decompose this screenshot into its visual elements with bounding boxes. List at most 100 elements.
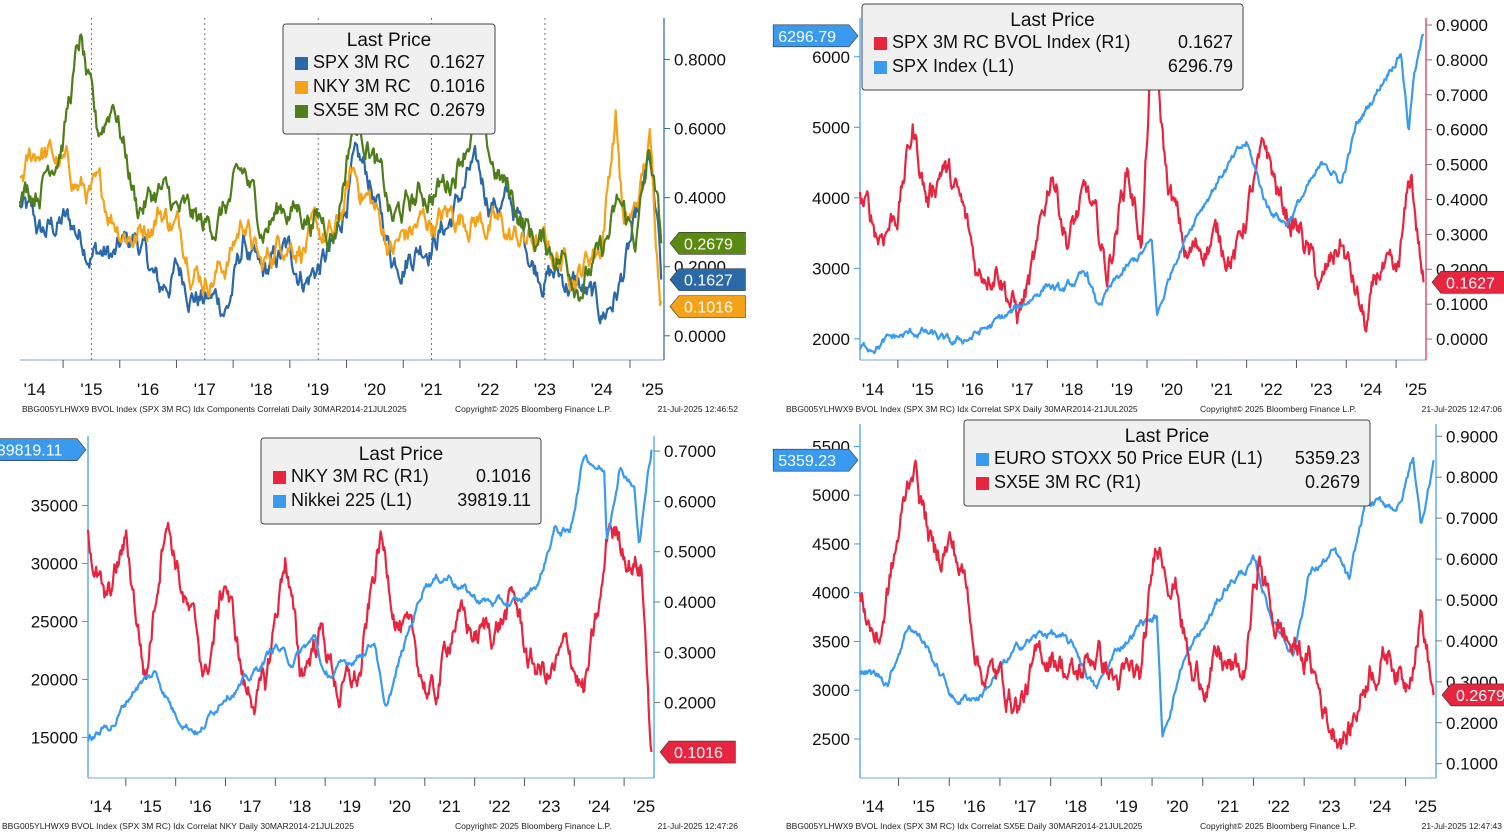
x-tick-label: '22	[1268, 797, 1290, 816]
x-tick-label: '14	[90, 797, 112, 816]
right-tick-label: 0.4000	[664, 593, 716, 612]
left-tick-label: 35000	[31, 497, 78, 516]
last-value-label: 0.1016	[684, 300, 733, 317]
right-tick-label: 0.8000	[1446, 468, 1498, 487]
last-value-label: 0.2679	[684, 236, 733, 253]
legend-swatch	[976, 453, 989, 466]
x-tick-label: '16	[962, 380, 984, 399]
y-tick-label: 0.0000	[674, 327, 726, 346]
last-value-tag: 0.2679	[669, 231, 746, 255]
left-tick-label: 20000	[31, 670, 78, 689]
right-tick-label: 0.5000	[664, 543, 716, 562]
legend-box	[963, 419, 1371, 507]
right-tick-label: 0.5000	[1436, 156, 1488, 175]
x-tick-label: '17	[1011, 380, 1033, 399]
footer-copyright: Copyright© 2025 Bloomberg Finance L.P.	[1200, 404, 1356, 414]
series-line-2	[86, 449, 653, 742]
legend-swatch	[976, 477, 989, 490]
right-tick-label: 0.6000	[1436, 121, 1488, 140]
x-tick-label: '19	[339, 797, 361, 816]
x-tick-label: '22	[477, 380, 499, 399]
legend-entry-label: Nikkei 225 (L1)	[291, 490, 412, 510]
right-tick-label: 0.6000	[664, 492, 716, 511]
last-value-label: 0.1627	[684, 273, 733, 290]
last-value-label: 0.1016	[674, 745, 723, 762]
series-line-1	[18, 141, 663, 325]
last-value-label: 0.1627	[1446, 275, 1495, 292]
legend-swatch	[273, 495, 286, 508]
legend-title: Last Price	[1010, 10, 1094, 31]
legend-entry-value: 0.1016	[476, 466, 531, 486]
right-tick-label: 0.7000	[1446, 509, 1498, 528]
x-tick-label: '14	[862, 797, 884, 816]
right-tick-label: 0.7000	[664, 442, 716, 461]
footer-timestamp: 21-Jul-2025 12:47:43	[1422, 821, 1503, 831]
chart-panel-2: '14 '15 '16 '17 '18 '19 '20 '21 '22 '23 '24 '25 2000…	[772, 3, 1504, 414]
last-value-label: 0.2679	[1456, 688, 1504, 705]
legend-entry-value: 0.1627	[1178, 32, 1233, 52]
left-tick-label: 2500	[812, 730, 850, 749]
legend-entry-label: SX5E 3M RC	[313, 100, 420, 120]
legend-entry-value: 0.1016	[430, 76, 485, 96]
x-tick-label: '21	[420, 380, 442, 399]
chart-panel-1: '14 '15 '16 '17 '18 '19 '20 '21 '22 '23 '24 '25 0.00…	[18, 18, 746, 414]
right-tick-label: 0.0000	[1436, 330, 1488, 349]
x-tick-label: '21	[1217, 797, 1239, 816]
footer-copyright: Copyright© 2025 Bloomberg Finance L.P.	[455, 821, 611, 831]
right-tick-label: 0.1000	[1436, 295, 1488, 314]
x-tick-label: '15	[140, 797, 162, 816]
right-tick-label: 0.6000	[1446, 550, 1498, 569]
last-value-tag: 0.2679	[1441, 683, 1504, 707]
x-tick-label: '14	[24, 380, 46, 399]
legend-entry-value: 6296.79	[1168, 56, 1233, 76]
legend-swatch	[295, 57, 308, 70]
legend-entry-label: NKY 3M RC	[313, 76, 411, 96]
left-tick-label: 30000	[31, 555, 78, 574]
footer-timestamp: 21-Jul-2025 12:46:52	[658, 404, 739, 414]
x-tick-label: '23	[1310, 380, 1332, 399]
legend-entry-label: SPX Index (L1)	[892, 56, 1014, 76]
last-value-tag: 5359.23	[772, 448, 859, 472]
right-tick-label: 0.9000	[1446, 427, 1498, 446]
last-value-tag: 6296.79	[772, 24, 859, 48]
right-tick-label: 0.2000	[1446, 714, 1498, 733]
footer-timestamp: 21-Jul-2025 12:47:06	[1422, 404, 1503, 414]
footer-source: BBG005YLHWX9 BVOL Index (SPX 3M RC) Idx …	[786, 821, 1143, 831]
x-tick-label: '25	[1405, 380, 1427, 399]
last-value-tag: 0.1016	[659, 740, 736, 764]
legend-entry-value: 0.2679	[1305, 472, 1360, 492]
legend-box	[861, 3, 1244, 91]
legend-box	[282, 23, 496, 135]
x-tick-label: '15	[913, 797, 935, 816]
x-tick-label: '19	[1116, 797, 1138, 816]
y-tick-label: 0.4000	[674, 189, 726, 208]
legend-entry-value: 5359.23	[1295, 448, 1360, 468]
legend-title: Last Price	[347, 30, 431, 51]
x-tick-label: '14	[862, 380, 884, 399]
legend-box	[260, 437, 542, 525]
x-tick-label: '24	[591, 380, 613, 399]
x-tick-label: '17	[1014, 797, 1036, 816]
footer-source: BBG005YLHWX9 BVOL Index (SPX 3M RC) Idx …	[22, 404, 407, 414]
last-value-tag: 0.1627	[669, 268, 746, 291]
legend-entry-label: SX5E 3M RC (R1)	[994, 472, 1141, 492]
footer-copyright: Copyright© 2025 Bloomberg Finance L.P.	[1200, 821, 1356, 831]
x-tick-label: '24	[1360, 380, 1382, 399]
legend-swatch	[874, 37, 887, 50]
legend-title: Last Price	[1125, 426, 1209, 447]
x-tick-label: '20	[1166, 797, 1188, 816]
legend-swatch	[874, 61, 887, 74]
legend-swatch	[273, 471, 286, 484]
chart-panel-3: '14 '15 '16 '17 '18 '19 '20 '21 '22 '23 '24 '25 1500…	[0, 436, 738, 831]
x-tick-label: '23	[1318, 797, 1340, 816]
x-tick-label: '25	[1415, 797, 1437, 816]
left-tick-label: 5000	[812, 486, 850, 505]
left-tick-label: 4000	[812, 584, 850, 603]
x-tick-label: '17	[194, 380, 216, 399]
x-tick-label: '23	[534, 380, 556, 399]
x-tick-label: '20	[1161, 380, 1183, 399]
x-tick-label: '16	[190, 797, 212, 816]
legend-entry-value: 39819.11	[457, 490, 531, 510]
left-tick-label: 15000	[31, 728, 78, 747]
